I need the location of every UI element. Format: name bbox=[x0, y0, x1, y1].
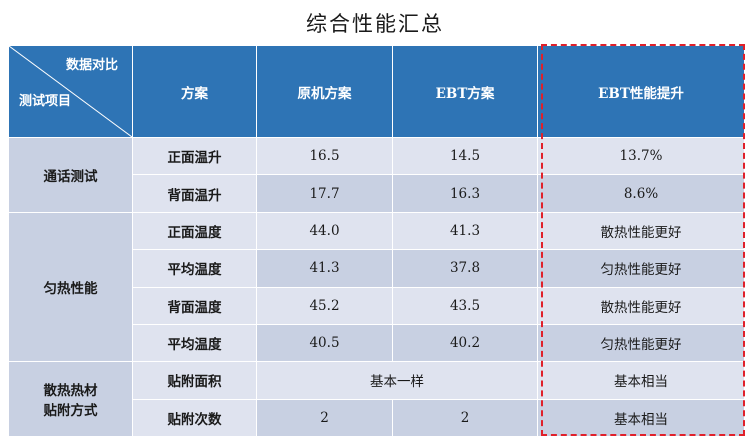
header-ebt: EBT方案 bbox=[392, 45, 538, 138]
improve-value: 散热性能更好 bbox=[537, 211, 745, 251]
table-row: 散热热材 贴附方式 贴附面积 基本一样 基本相当 bbox=[8, 361, 745, 437]
table-row: 匀热性能 正面温度 44.0 41.3 散热性能更好 bbox=[8, 211, 745, 363]
category-call-test: 通话测试 bbox=[8, 137, 133, 213]
table-row: 平均温度 41.3 37.8 匀热性能更好 bbox=[9, 249, 745, 288]
ebt-value: 14.5 bbox=[392, 136, 538, 176]
original-value: 40.5 bbox=[256, 323, 393, 363]
scheme-cell: 平均温度 bbox=[132, 249, 257, 288]
scheme-cell: 背面温升 bbox=[132, 174, 257, 213]
ebt-value: 37.8 bbox=[392, 249, 538, 288]
improve-value: 基本相当 bbox=[537, 398, 745, 438]
page-title: 综合性能汇总 bbox=[306, 12, 444, 36]
header-original: 原机方案 bbox=[256, 45, 393, 138]
ebt-value: 16.3 bbox=[392, 174, 538, 213]
ebt-value: 43.5 bbox=[392, 286, 538, 325]
improve-value: 基本相当 bbox=[537, 361, 745, 400]
table-row: 通话测试 正面温升 16.5 14.5 13.7% bbox=[8, 136, 745, 213]
original-value: 17.7 bbox=[256, 174, 393, 213]
header-row: 数据对比 测试项目 方案 原机方案 EBT方案 EBT性能提升 bbox=[8, 45, 745, 138]
merged-value: 基本一样 bbox=[256, 361, 538, 400]
improve-value: 匀热性能更好 bbox=[537, 249, 745, 288]
table-row: 背面温度 45.2 43.5 散热性能更好 bbox=[9, 286, 745, 325]
header-improve: EBT性能提升 bbox=[537, 45, 745, 138]
corner-label-items: 测试项目 bbox=[19, 94, 72, 109]
ebt-value: 40.2 bbox=[392, 323, 538, 363]
header-scheme: 方案 bbox=[132, 45, 257, 138]
category-heat-spreading: 匀热性能 bbox=[8, 211, 133, 363]
original-value: 41.3 bbox=[256, 249, 393, 288]
original-value: 2 bbox=[256, 398, 393, 438]
original-value: 44.0 bbox=[256, 211, 393, 251]
original-value: 45.2 bbox=[256, 286, 393, 325]
improve-value: 8.6% bbox=[537, 174, 745, 213]
scheme-cell: 正面温升 bbox=[132, 136, 257, 176]
table-row: 贴附次数 2 2 基本相当 bbox=[9, 398, 745, 438]
category-line: 散热热材 bbox=[43, 383, 98, 400]
ebt-value: 2 bbox=[392, 398, 538, 438]
improve-value: 散热性能更好 bbox=[537, 286, 745, 325]
scheme-cell: 正面温度 bbox=[132, 211, 257, 251]
diagonal-divider bbox=[9, 46, 132, 137]
table-row: 平均温度 40.5 40.2 匀热性能更好 bbox=[9, 323, 745, 363]
scheme-cell: 贴附面积 bbox=[132, 361, 257, 400]
improve-value: 匀热性能更好 bbox=[537, 323, 745, 363]
category-thermal-attachment: 散热热材 贴附方式 bbox=[8, 361, 133, 437]
scheme-cell: 平均温度 bbox=[132, 323, 257, 363]
ebt-value: 41.3 bbox=[392, 211, 538, 251]
corner-label-compare: 数据对比 bbox=[65, 58, 118, 73]
original-value: 16.5 bbox=[256, 136, 393, 176]
scheme-cell: 贴附次数 bbox=[132, 398, 257, 438]
category-line: 贴附方式 bbox=[43, 403, 98, 420]
improve-value: 13.7% bbox=[537, 136, 745, 176]
summary-table: 数据对比 测试项目 方案 原机方案 EBT方案 EBT性能提升 通话测试 正面温… bbox=[8, 45, 745, 438]
scheme-cell: 背面温度 bbox=[132, 286, 257, 325]
corner-header-cell: 数据对比 测试项目 bbox=[8, 45, 133, 138]
